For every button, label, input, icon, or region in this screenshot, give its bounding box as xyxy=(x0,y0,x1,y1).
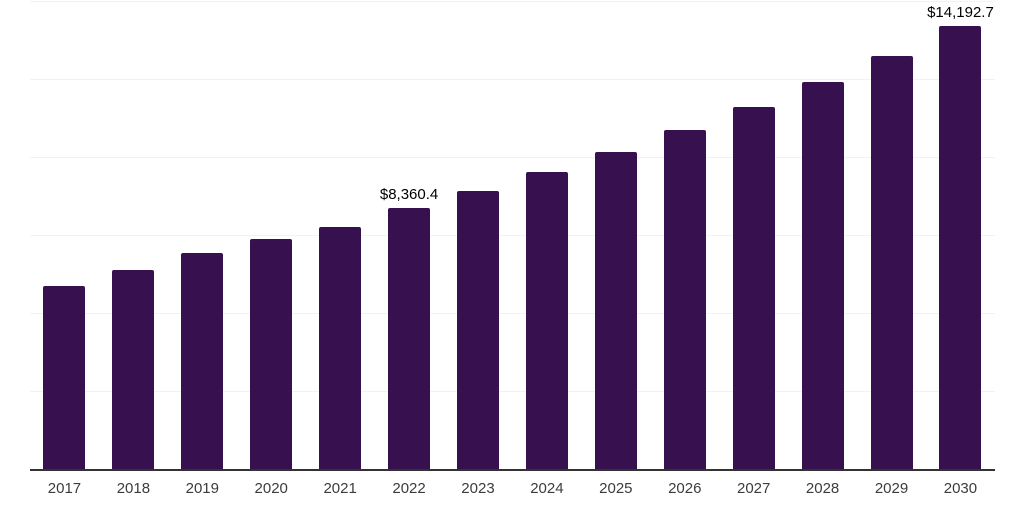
x-tick-label-2020: 2020 xyxy=(254,480,288,497)
gridline xyxy=(30,235,995,236)
gridline xyxy=(30,391,995,392)
bar-group-2021 xyxy=(306,1,375,469)
bar-2018 xyxy=(112,270,155,469)
bar-2017 xyxy=(43,285,86,469)
x-tick-label-2017: 2017 xyxy=(47,480,82,497)
bar-2023 xyxy=(456,191,499,469)
x-tick-label-2024: 2024 xyxy=(530,480,564,497)
x-tick-label-2025: 2025 xyxy=(599,480,633,497)
bar-group-2017 xyxy=(30,1,99,469)
bar-2021 xyxy=(319,226,362,469)
x-tick-label-2026: 2026 xyxy=(668,480,702,497)
plot-area: $8,360.4 $14,192.7 xyxy=(30,1,995,471)
x-tick-label-2019: 2019 xyxy=(185,480,219,497)
x-tick-label-2029: 2029 xyxy=(874,480,909,497)
bar-group-2029 xyxy=(857,1,926,469)
x-tick-label-2023: 2023 xyxy=(461,480,495,497)
bar-group-2023 xyxy=(444,1,513,469)
data-label-2022: $8,360.4 xyxy=(379,186,439,204)
bar-2027 xyxy=(732,107,775,469)
bar-2024 xyxy=(525,172,568,469)
bars-row: $8,360.4 $14,192.7 xyxy=(30,1,995,469)
bar-group-2024 xyxy=(512,1,581,469)
data-label-2030: $14,192.7 xyxy=(927,4,994,22)
bar-group-2030: $14,192.7 xyxy=(926,1,995,469)
bar-2019 xyxy=(181,253,224,469)
x-tick-label-2028: 2028 xyxy=(805,480,840,497)
x-tick-label-2030: 2030 xyxy=(943,480,978,497)
x-axis-labels: 2017 2018 2019 2020 2021 2022 2023 2024 2025 2026… xyxy=(30,478,995,500)
bar-2020 xyxy=(250,239,293,469)
bar-2028 xyxy=(801,82,844,469)
bar-2026 xyxy=(663,130,706,469)
bar-2030: $14,192.7 xyxy=(927,4,994,469)
gridline xyxy=(30,157,995,158)
bar-group-2018 xyxy=(99,1,168,469)
bar-group-2019 xyxy=(168,1,237,469)
bar-group-2027 xyxy=(719,1,788,469)
gridline xyxy=(30,1,995,2)
x-tick-label-2021: 2021 xyxy=(323,480,357,497)
bar-2022: $8,360.4 xyxy=(380,186,438,469)
bar-group-2022: $8,360.4 xyxy=(375,1,444,469)
bar-group-2026 xyxy=(650,1,719,469)
gridline xyxy=(30,79,995,80)
x-tick-label-2018: 2018 xyxy=(116,480,151,497)
bar-2025 xyxy=(594,152,637,469)
gridline xyxy=(30,313,995,314)
bar-group-2025 xyxy=(581,1,650,469)
x-tick-label-2022: 2022 xyxy=(392,480,426,497)
bar-group-2020 xyxy=(237,1,306,469)
x-tick-label-2027: 2027 xyxy=(736,480,771,497)
bar-group-2028 xyxy=(788,1,857,469)
bar-2029 xyxy=(870,55,913,469)
